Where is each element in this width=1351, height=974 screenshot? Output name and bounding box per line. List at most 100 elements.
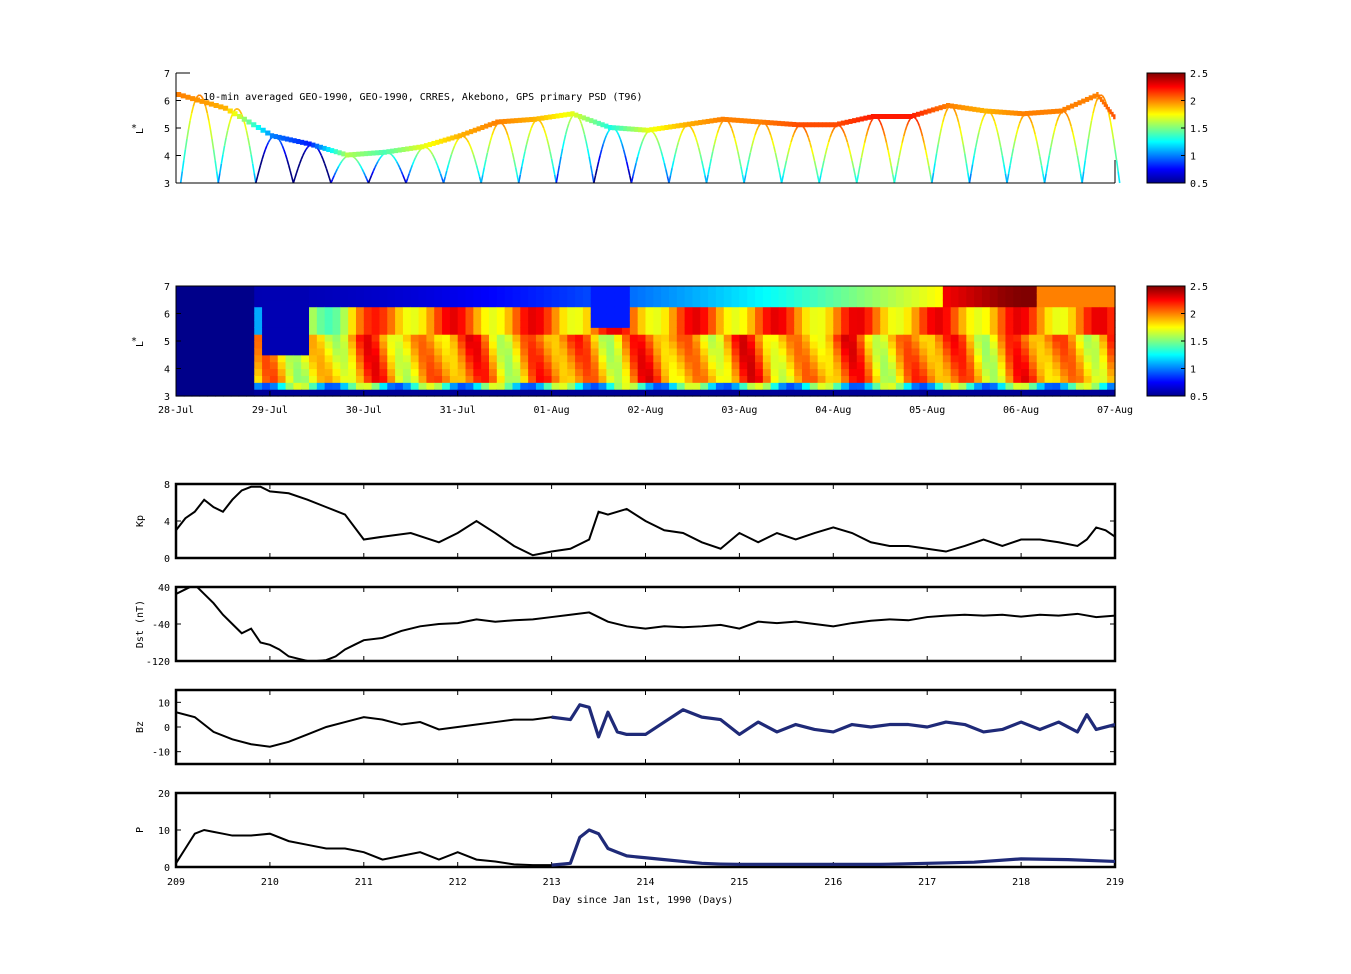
model-cell (778, 299, 787, 308)
model-cell (590, 375, 600, 383)
model-cell (348, 286, 357, 294)
model-cell (911, 334, 920, 342)
obs-geo-cell (656, 126, 662, 132)
obs-orbit-segment (963, 153, 968, 164)
model-cell (692, 306, 701, 315)
model-cell (222, 292, 232, 301)
obs-orbit-segment (644, 132, 648, 136)
model-cell (1075, 354, 1085, 363)
model-cell (457, 327, 467, 335)
model-cell (262, 341, 271, 349)
obs-geo-cell (1043, 109, 1048, 115)
model-cell (1005, 361, 1014, 370)
model-cell (966, 306, 975, 315)
model-cell (1028, 354, 1038, 363)
model-cell (1036, 334, 1046, 342)
model-cell (825, 334, 834, 342)
model-cell (1036, 292, 1046, 301)
obs-geo-cell (382, 149, 387, 155)
model-cell (614, 368, 623, 376)
model-cell (997, 299, 1007, 308)
model-cell (935, 347, 944, 356)
obs-orbit-segment (780, 175, 785, 184)
model-cell (723, 361, 733, 370)
model-cell (465, 389, 474, 397)
model-cell (567, 327, 576, 335)
model-cell (324, 313, 334, 321)
model-cell (723, 286, 733, 294)
model-cell (590, 313, 600, 321)
model-cell (590, 320, 600, 328)
model-cell (700, 382, 709, 390)
model-cell (755, 327, 764, 335)
obs-orbit-segment (480, 174, 484, 184)
obs-orbit-segment (399, 167, 403, 172)
model-cell (348, 341, 357, 349)
obs-orbit-segment (866, 125, 871, 131)
obs-orbit-segment (513, 159, 517, 168)
model-ylabel-star: * (131, 336, 137, 347)
obs-orbit-segment (749, 145, 753, 153)
model-cell (739, 327, 748, 335)
model-cell (1083, 361, 1093, 370)
model-cell (606, 375, 615, 383)
model-cell (1052, 389, 1061, 397)
model-cell (277, 320, 287, 328)
model-cell (199, 292, 208, 301)
model-cell (410, 375, 420, 383)
model-cell (176, 347, 185, 356)
model-cell (277, 299, 287, 308)
model-cell (911, 341, 920, 349)
model-cell (974, 375, 983, 383)
model-cell (1052, 320, 1061, 328)
model-cell (1013, 313, 1022, 321)
obs-orbit-segment (885, 142, 889, 151)
model-cell (755, 368, 764, 376)
model-cell (207, 299, 216, 308)
model-cell (974, 368, 983, 376)
model-cell (379, 354, 388, 363)
obs-geo-cell (720, 116, 725, 122)
obs-orbit-segment (605, 131, 609, 136)
obs-orbit-segment (394, 158, 398, 163)
model-cell (590, 368, 600, 376)
obs-orbit-segment (481, 167, 486, 176)
obs-orbit-segment (992, 116, 996, 122)
obs-orbit-segment (289, 170, 293, 178)
model-cell (966, 327, 975, 335)
model-cell (199, 347, 208, 356)
model-cell (598, 361, 607, 370)
model-cell (340, 299, 349, 308)
model-cell (1021, 320, 1030, 328)
model-cell (903, 327, 913, 335)
model-cell (833, 341, 842, 349)
obs-orbit-segment (680, 129, 684, 134)
model-cell (348, 368, 357, 376)
obs-geo-cell (525, 117, 530, 123)
model-cell (872, 368, 881, 376)
model-cell (1083, 368, 1093, 376)
model-cell (434, 368, 443, 376)
model-cell (535, 286, 545, 294)
model-cell (911, 327, 920, 335)
model-plot-area (176, 286, 1116, 397)
obs-geo-cell (303, 140, 308, 146)
obs-orbit-segment (657, 141, 661, 147)
model-cell (895, 354, 905, 363)
model-cell (637, 375, 647, 383)
model-cell (254, 306, 263, 315)
model-cell (465, 375, 474, 383)
model-cell (457, 382, 467, 390)
model-cell (629, 341, 639, 349)
model-cell (755, 375, 764, 383)
model-cell (794, 375, 803, 383)
model-cell (215, 354, 224, 363)
obs-geo-cell (288, 137, 293, 143)
model-cell (786, 320, 795, 328)
model-cell (1083, 299, 1093, 308)
model-cell (747, 306, 756, 315)
model-cell (676, 327, 686, 335)
obs-orbit-segment (1064, 111, 1068, 115)
model-cell (590, 382, 600, 390)
model-cbtick-label: 0.5 (1190, 392, 1208, 403)
